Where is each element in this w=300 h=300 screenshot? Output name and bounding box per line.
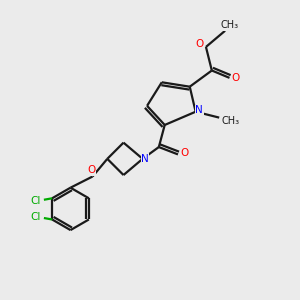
Text: Cl: Cl [31, 196, 41, 206]
Text: O: O [232, 73, 240, 83]
Text: N: N [195, 105, 203, 115]
Text: O: O [195, 39, 204, 49]
Text: O: O [87, 165, 95, 175]
Text: N: N [141, 154, 149, 164]
Text: O: O [180, 148, 189, 158]
Text: CH₃: CH₃ [220, 20, 238, 30]
Text: CH₃: CH₃ [221, 116, 239, 126]
Text: Cl: Cl [31, 212, 41, 222]
